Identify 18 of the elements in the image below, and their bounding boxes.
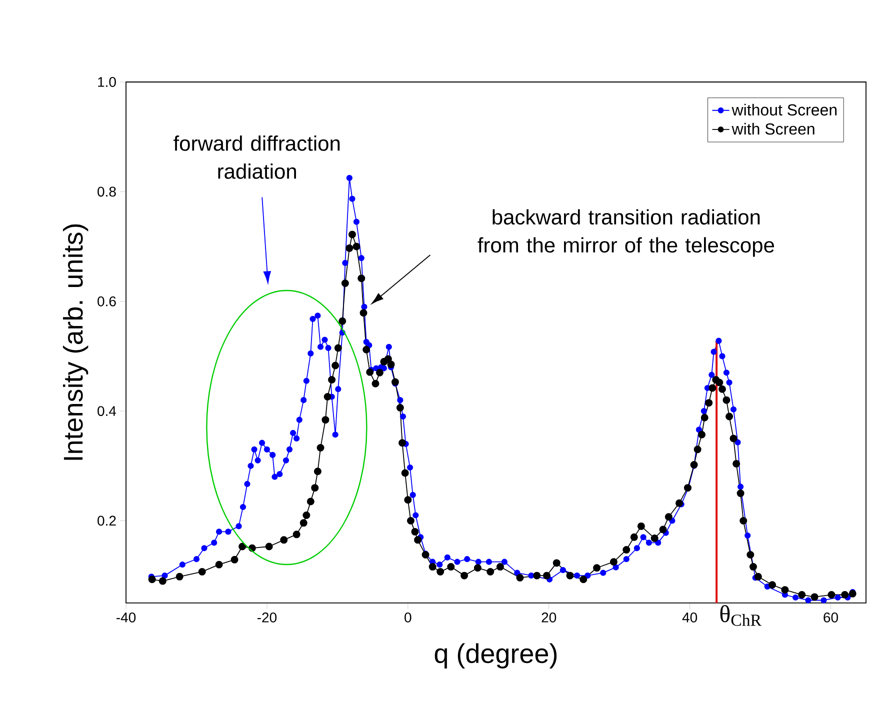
annotation: forward diffraction radiation — [174, 135, 340, 179]
y-tick-label: 0.8 — [98, 186, 116, 197]
x-tick-label: -20 — [257, 612, 277, 622]
annotation: backward transition radiation from the mirror of the telescope — [478, 209, 774, 257]
x-tick-label: -40 — [116, 612, 136, 622]
x-axis-title: q (degree) — [434, 643, 557, 668]
y-tick-label: 0.6 — [98, 296, 116, 306]
y-axis-title: Intensity (arb. units) — [62, 224, 88, 460]
ref-line-label: θ$_{ChR}$ — [720, 605, 762, 626]
legend-label: with Screen — [732, 122, 814, 135]
y-tick-label: 1.0 — [98, 77, 116, 87]
y-tick-label: 0.2 — [98, 516, 116, 526]
y-tick-label: 0.4 — [98, 406, 116, 416]
x-tick-label: 0 — [404, 612, 412, 622]
legend-label: without Screen — [732, 104, 837, 116]
x-tick-label: 40 — [682, 612, 698, 622]
x-tick-label: 20 — [542, 612, 556, 622]
x-tick-label: 60 — [824, 612, 838, 622]
